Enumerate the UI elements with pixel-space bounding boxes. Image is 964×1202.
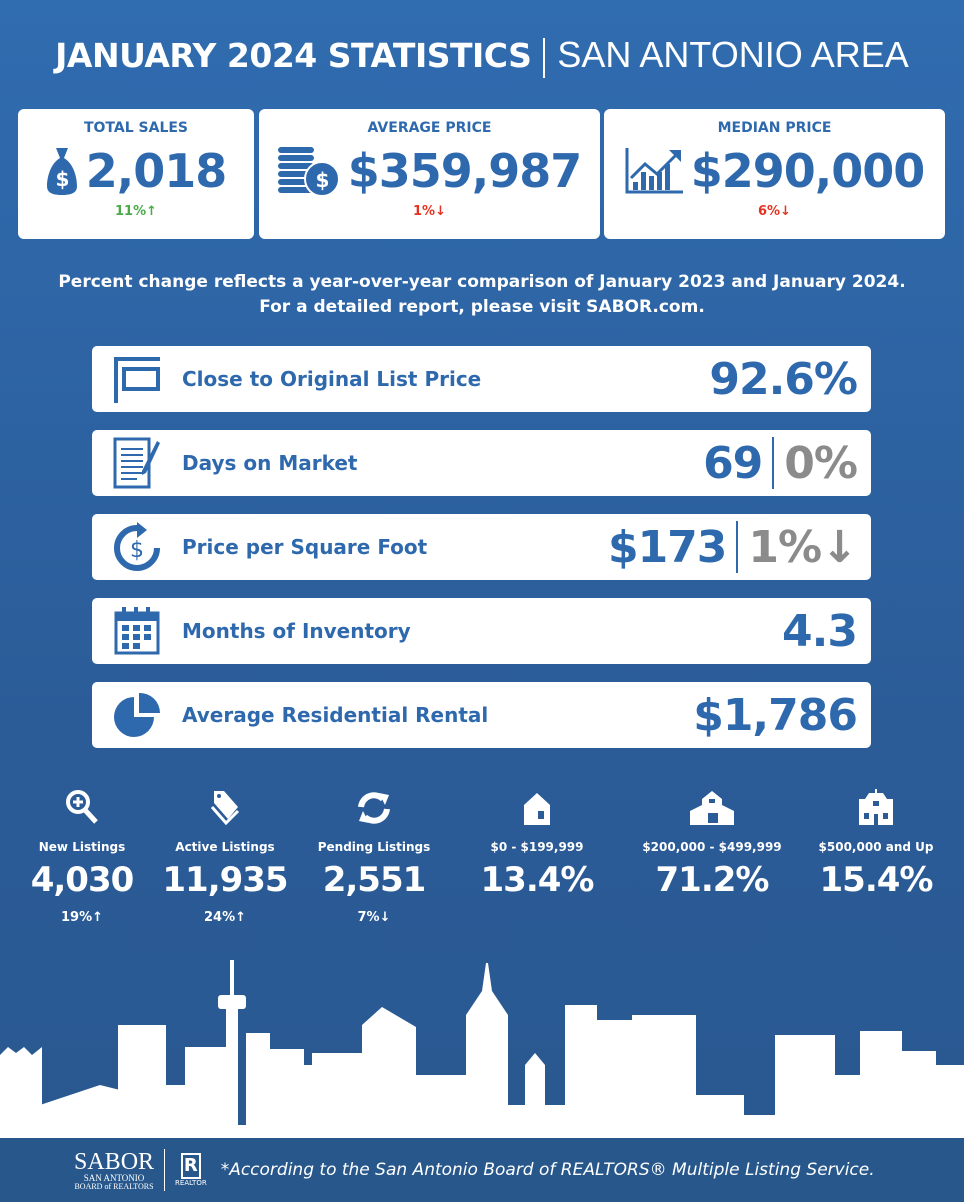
metric-label: Close to Original List Price	[182, 367, 482, 391]
card-label: AVERAGE PRICE	[367, 120, 492, 136]
stat-value: 13.4%	[480, 860, 595, 900]
divider	[736, 521, 739, 573]
card-label: MEDIAN PRICE	[717, 120, 832, 136]
stat-label: Pending Listings	[317, 840, 431, 854]
metric-average-rental: Average Residential Rental $1,786	[92, 682, 871, 748]
stat-label: $500,000 and Up	[818, 840, 934, 854]
card-change: 6%↓	[758, 204, 791, 219]
card-median-price: MEDIAN PRICE $290,000 6%↓	[604, 109, 945, 239]
sabor-logo-text: SABOR	[74, 1148, 155, 1175]
metric-value: $1,786	[693, 689, 858, 741]
realtor-logo: R REALTOR	[175, 1153, 207, 1187]
stat-price-range-low: $0 - $199,999 13.4%	[462, 785, 612, 900]
note-line: For a detailed report, please visit SABO…	[259, 297, 705, 317]
stat-value: 2,551	[322, 860, 427, 900]
stat-label: $0 - $199,999	[490, 840, 584, 854]
footer: SABOR SAN ANTONIO BOARD of REALTORS R RE…	[0, 1138, 964, 1202]
metric-value: $173	[607, 521, 727, 573]
coin-stack-icon: $	[277, 147, 340, 197]
card-change: 11%↑	[114, 204, 157, 219]
stat-value: 71.2%	[655, 860, 770, 900]
card-value: $290,000	[690, 144, 926, 198]
metric-change: 0%	[784, 437, 858, 489]
card-total-sales: TOTAL SALES $2,018 11%↑	[18, 109, 254, 239]
card-average-price: AVERAGE PRICE $ $359,987 1%↓	[259, 109, 600, 239]
money-bag-icon: $	[46, 148, 77, 195]
stat-change: 7%↓	[357, 910, 391, 925]
svg-text:$: $	[130, 538, 144, 563]
small-house-icon	[524, 793, 550, 825]
sabor-logo-sub: BOARD of REALTORS	[74, 1181, 154, 1191]
realtor-logo-text: REALTOR	[175, 1179, 207, 1187]
svg-text:$: $	[315, 168, 328, 192]
stat-value: 11,935	[162, 860, 288, 900]
card-change: 1%↓	[413, 204, 446, 219]
stat-change: 19%↑	[60, 910, 103, 925]
title-area: SAN ANTONIO AREA	[557, 34, 909, 75]
metric-label: Days on Market	[182, 451, 358, 475]
stat-label: New Listings	[38, 840, 126, 854]
metric-months-inventory: Months of Inventory 4.3	[92, 598, 871, 664]
comparison-note: Percent change reflects a year-over-year…	[0, 270, 964, 320]
stat-value: 15.4%	[819, 860, 934, 900]
skyline-illustration	[0, 960, 964, 1139]
stat-label: Active Listings	[175, 840, 275, 854]
medium-house-icon	[690, 791, 734, 825]
refresh-icon	[358, 792, 390, 824]
divider	[772, 437, 775, 489]
stat-new-listings: New Listings 4,030 19%↑	[7, 785, 157, 925]
stat-active-listings: Active Listings 11,935 24%↑	[150, 785, 300, 925]
title-main: JANUARY 2024 STATISTICS	[55, 36, 532, 75]
notepad-icon	[113, 437, 160, 489]
svg-text:$: $	[55, 167, 68, 191]
stat-price-range-high: $500,000 and Up 15.4%	[801, 785, 951, 900]
realtor-r-icon: R	[180, 1153, 201, 1179]
stat-change: 24%↑	[203, 910, 246, 925]
stat-price-range-mid: $200,000 - $499,999 71.2%	[637, 785, 787, 900]
metric-price-per-sqft: $ Price per Square Foot $173 1%↓	[92, 514, 871, 580]
metric-label: Price per Square Foot	[182, 535, 428, 559]
tag-icon	[210, 791, 240, 825]
logo-divider	[164, 1149, 166, 1191]
metric-value: 69	[703, 437, 763, 489]
metric-change: 1%↓	[748, 521, 858, 573]
metric-days-on-market: Days on Market 69 0%	[92, 430, 871, 496]
metric-value: 4.3	[782, 605, 858, 657]
sabor-logo-sub: SAN ANTONIO	[83, 1172, 145, 1183]
pie-chart-icon	[114, 692, 161, 737]
page-title: JANUARY 2024 STATISTICS SAN ANTONIO AREA	[0, 34, 964, 78]
sabor-logo: SABOR SAN ANTONIO BOARD of REALTORS	[74, 1150, 154, 1191]
stat-value: 4,030	[30, 860, 135, 900]
metric-label: Average Residential Rental	[182, 703, 489, 727]
card-label: TOTAL SALES	[83, 120, 189, 136]
large-house-icon	[859, 789, 893, 825]
stat-label: $200,000 - $499,999	[642, 840, 782, 854]
card-value: $359,987	[347, 144, 583, 198]
sign-icon	[114, 357, 160, 403]
metric-list-price: Close to Original List Price 92.6%	[92, 346, 871, 412]
footer-disclaimer: *According to the San Antonio Board of R…	[220, 1160, 875, 1180]
metric-value: 92.6%	[709, 353, 858, 405]
metric-label: Months of Inventory	[182, 619, 411, 643]
calendar-icon	[114, 607, 160, 655]
growth-chart-icon	[625, 148, 683, 194]
card-value: 2,018	[85, 144, 228, 198]
magnifier-plus-icon	[66, 790, 98, 824]
dollar-cycle-icon: $	[114, 522, 160, 571]
title-divider	[543, 37, 546, 78]
stat-pending-listings: Pending Listings 2,551 7%↓	[299, 785, 449, 925]
note-line: Percent change reflects a year-over-year…	[58, 272, 906, 292]
